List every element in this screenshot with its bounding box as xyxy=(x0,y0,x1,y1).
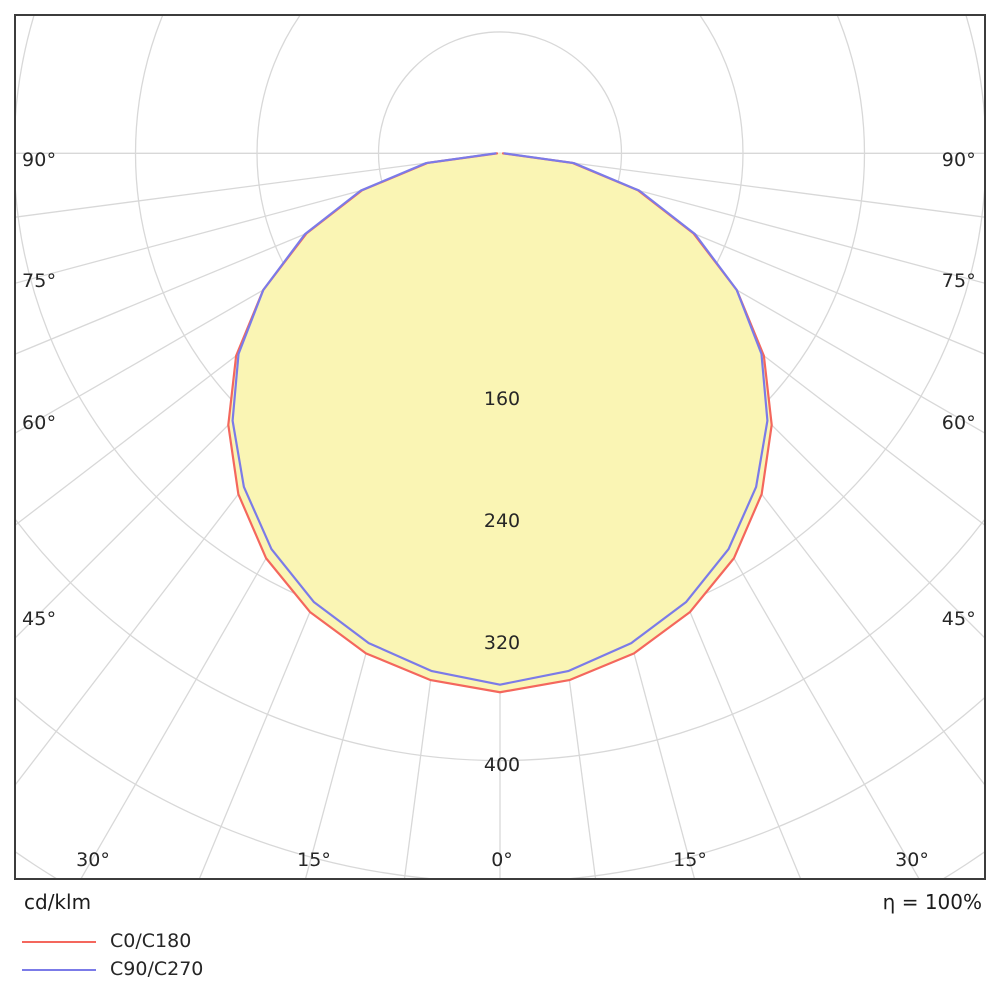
angle-label-bottom-0: 0° xyxy=(491,849,513,871)
chart-legend: C0/C180 C90/C270 xyxy=(14,928,414,984)
polar-grid-and-curves xyxy=(16,16,984,878)
legend-item-c0-c180[interactable]: C0/C180 xyxy=(14,928,414,956)
unit-label: cd/klm xyxy=(24,890,92,914)
plot-area: 90° 75° 60° 45° 90° 75° 60° 45° 30° 15° … xyxy=(14,14,986,880)
angle-label-right-90: 90° xyxy=(941,149,976,171)
angle-label-left-45: 45° xyxy=(22,608,57,630)
angle-label-left-75: 75° xyxy=(22,270,57,292)
efficiency-label: η = 100% xyxy=(882,890,982,914)
angle-label-left-60: 60° xyxy=(22,412,57,434)
angle-label-bottom-15-left: 15° xyxy=(297,849,331,871)
angle-label-bottom-30-right: 30° xyxy=(895,849,929,871)
angle-label-bottom-15-right: 15° xyxy=(673,849,707,871)
distribution-fill xyxy=(228,153,772,693)
legend-swatch-c90-c270 xyxy=(22,969,96,971)
legend-label-c0-c180: C0/C180 xyxy=(110,930,192,952)
angle-label-right-60: 60° xyxy=(941,412,976,434)
legend-swatch-c0-c180 xyxy=(22,941,96,943)
angle-label-right-45: 45° xyxy=(941,608,976,630)
radial-label-320: 320 xyxy=(483,632,521,654)
angle-label-bottom-30-left: 30° xyxy=(76,849,110,871)
angle-label-left-90: 90° xyxy=(22,149,57,171)
radial-label-160: 160 xyxy=(483,388,521,410)
legend-label-c90-c270: C90/C270 xyxy=(110,958,204,980)
angle-label-right-75: 75° xyxy=(941,270,976,292)
radial-label-240: 240 xyxy=(483,510,521,532)
chart-footer: cd/klm η = 100% xyxy=(14,886,986,926)
distribution-curves xyxy=(227,152,773,694)
radial-label-400: 400 xyxy=(483,754,521,776)
legend-item-c90-c270[interactable]: C90/C270 xyxy=(14,956,414,984)
